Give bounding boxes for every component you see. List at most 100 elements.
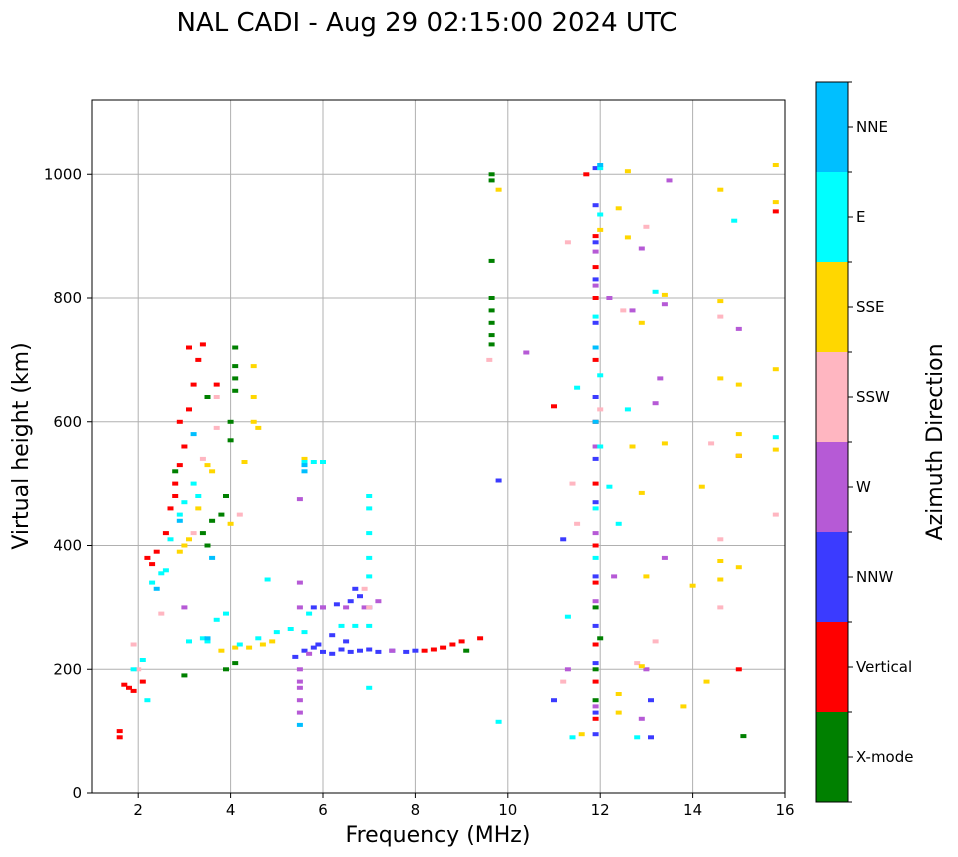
point-x-mode xyxy=(227,419,234,424)
point-w xyxy=(296,497,303,502)
point-nnw xyxy=(310,605,317,610)
point-sse xyxy=(209,469,216,474)
point-nnw xyxy=(310,645,317,650)
point-nnw xyxy=(648,698,654,703)
point-sse xyxy=(735,453,742,458)
colorbar-swatch-e xyxy=(816,172,848,262)
point-vertical xyxy=(121,682,128,687)
point-sse xyxy=(204,463,211,468)
colorbar-swatch-nne xyxy=(816,82,848,172)
point-sse xyxy=(597,227,604,232)
point-x-mode xyxy=(488,172,495,177)
point-ssw xyxy=(213,395,220,399)
point-nne xyxy=(592,419,599,424)
point-nnw xyxy=(375,649,382,654)
colorbar-label-vertical: Vertical xyxy=(856,658,912,676)
point-vertical xyxy=(130,688,137,693)
point-e xyxy=(366,531,373,536)
point-vertical xyxy=(153,549,160,554)
point-w xyxy=(181,605,188,610)
point-vertical xyxy=(772,209,779,214)
point-e xyxy=(301,460,308,464)
colorbar-label-e: E xyxy=(856,208,865,226)
point-x-mode xyxy=(172,469,179,474)
point-sse xyxy=(176,549,183,554)
point-nnw xyxy=(551,698,557,703)
point-x-mode xyxy=(209,518,216,523)
point-nnw xyxy=(560,537,567,542)
point-nnw xyxy=(592,320,599,325)
point-sse xyxy=(680,704,687,709)
point-nnw xyxy=(412,648,419,653)
point-nnw xyxy=(592,395,599,399)
point-vertical xyxy=(477,636,484,641)
point-x-mode xyxy=(597,636,604,641)
point-sse xyxy=(250,395,257,399)
point-ssw xyxy=(717,314,724,319)
y-tick-label: 1000 xyxy=(44,165,82,183)
point-vertical xyxy=(116,735,123,740)
point-vertical xyxy=(162,531,169,536)
colorbar: X-mode Vertical NNW W SSW SSE E NNE xyxy=(815,81,913,803)
point-sse xyxy=(250,364,257,369)
point-vertical xyxy=(592,642,599,647)
y-axis-ticks: 0 200 400 600 800 1000 xyxy=(44,165,92,802)
point-nnw xyxy=(366,647,373,652)
point-sse xyxy=(615,206,622,211)
colorbar-frame xyxy=(815,81,849,803)
colorbar-label-sse: SSE xyxy=(856,298,885,316)
point-w xyxy=(592,444,599,449)
chart-title: NAL CADI - Aug 29 02:15:00 2024 UTC xyxy=(177,8,678,38)
point-w xyxy=(296,679,303,684)
point-vertical xyxy=(592,580,599,585)
point-nnw xyxy=(320,649,326,654)
colorbar-label-ssw: SSW xyxy=(856,388,890,406)
point-nnw xyxy=(403,649,410,654)
point-sse xyxy=(250,419,257,424)
point-nnw xyxy=(329,633,336,638)
point-ssw xyxy=(236,512,243,517)
point-w xyxy=(657,376,664,381)
point-sse xyxy=(638,490,645,495)
x-axis-label: Frequency (MHz) xyxy=(346,823,531,848)
point-vertical xyxy=(213,382,220,387)
point-nnw xyxy=(338,647,345,652)
point-e xyxy=(366,574,373,579)
point-w xyxy=(666,178,673,183)
colorbar-swatch-w xyxy=(816,442,848,532)
point-vertical xyxy=(551,404,557,409)
point-nnw xyxy=(592,574,599,579)
point-nnw xyxy=(292,654,299,659)
point-w xyxy=(343,605,350,610)
x-tick-label: 16 xyxy=(775,801,794,819)
point-e xyxy=(597,166,604,171)
point-x-mode xyxy=(488,333,495,338)
point-ssw xyxy=(569,481,576,486)
point-e xyxy=(366,685,373,690)
point-ssw xyxy=(597,407,604,412)
point-e xyxy=(144,698,151,703)
point-e xyxy=(495,719,502,724)
point-ssw xyxy=(366,605,373,610)
point-e xyxy=(181,500,188,505)
point-x-mode xyxy=(218,512,225,517)
point-sse xyxy=(772,200,779,205)
point-x-mode xyxy=(232,388,239,393)
point-vertical xyxy=(139,679,146,684)
point-sse xyxy=(717,187,724,192)
point-vertical xyxy=(592,265,599,270)
point-w xyxy=(661,555,668,560)
point-x-mode xyxy=(204,543,211,548)
point-sse xyxy=(241,460,248,464)
colorbar-label-x-mode: X-mode xyxy=(856,748,913,766)
point-sse xyxy=(195,506,202,511)
point-ssw xyxy=(772,512,779,517)
point-ssw xyxy=(158,611,165,616)
point-e xyxy=(592,555,599,560)
point-e xyxy=(195,494,202,498)
point-nne xyxy=(209,555,216,560)
point-w xyxy=(643,667,650,672)
point-ssw xyxy=(130,642,137,647)
point-vertical xyxy=(195,357,202,362)
